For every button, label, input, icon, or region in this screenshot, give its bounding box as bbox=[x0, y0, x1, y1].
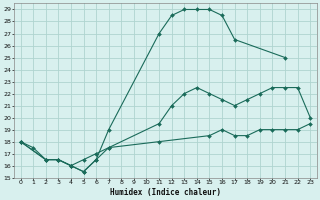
X-axis label: Humidex (Indice chaleur): Humidex (Indice chaleur) bbox=[110, 188, 221, 197]
